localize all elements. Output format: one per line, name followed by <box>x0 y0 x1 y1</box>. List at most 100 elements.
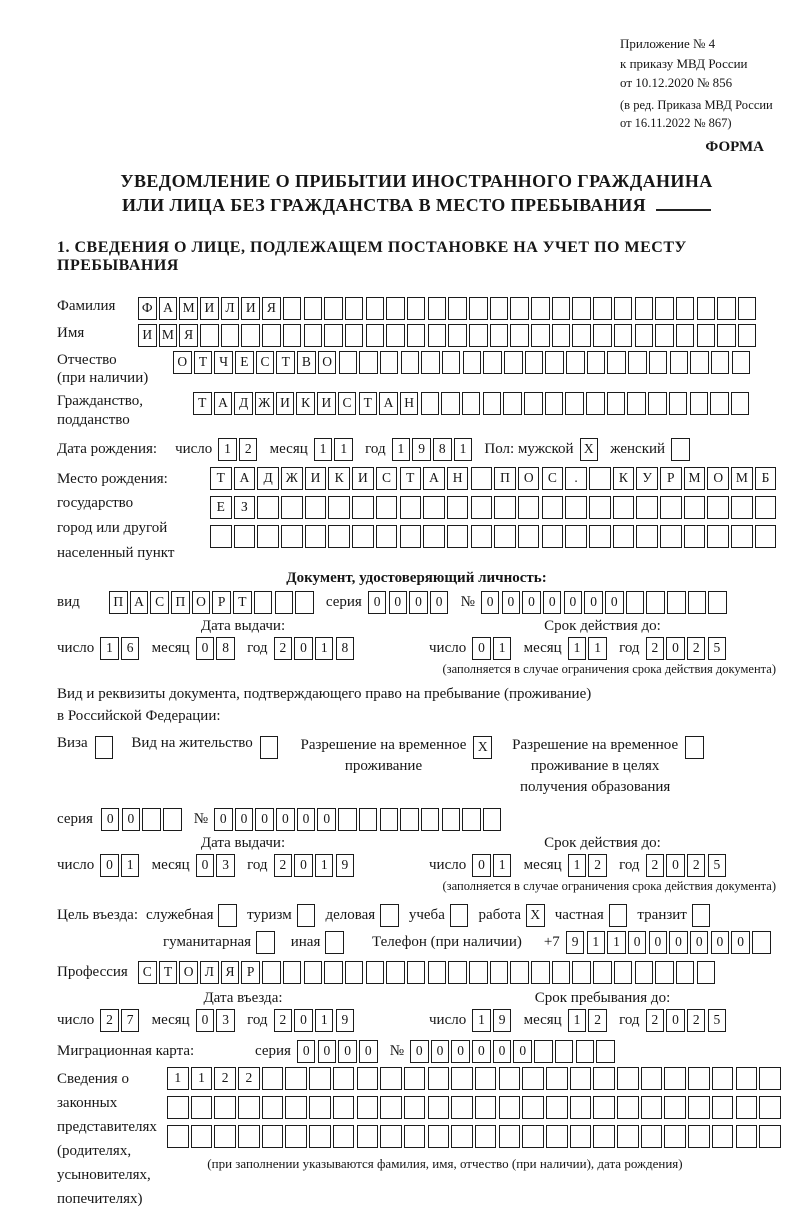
char-box[interactable] <box>451 1095 473 1119</box>
char-box[interactable]: Т <box>158 960 178 984</box>
char-box[interactable] <box>338 350 357 374</box>
char-box[interactable]: Т <box>233 590 252 614</box>
char-box[interactable]: X <box>579 437 599 461</box>
char-box[interactable] <box>569 1095 592 1119</box>
char-box[interactable]: 0 <box>451 1039 470 1063</box>
char-box[interactable] <box>668 392 688 416</box>
char-box[interactable] <box>634 323 653 347</box>
char-box[interactable]: 2 <box>686 853 706 877</box>
char-box[interactable] <box>285 1066 307 1090</box>
char-box[interactable] <box>569 1066 592 1090</box>
char-box[interactable] <box>328 524 350 548</box>
char-box[interactable] <box>241 323 260 347</box>
char-box[interactable] <box>365 296 385 320</box>
char-box[interactable] <box>474 1066 497 1090</box>
char-box[interactable]: М <box>158 323 178 347</box>
char-box[interactable]: Ж <box>281 466 303 490</box>
char-box[interactable] <box>522 1066 544 1090</box>
char-box[interactable] <box>190 1095 213 1119</box>
char-box[interactable]: И <box>138 323 157 347</box>
char-box[interactable] <box>708 590 727 614</box>
char-box[interactable]: Е <box>235 350 254 374</box>
char-box[interactable] <box>664 1066 686 1090</box>
char-box[interactable]: К <box>612 466 635 490</box>
char-box[interactable] <box>423 524 445 548</box>
char-box[interactable] <box>531 296 550 320</box>
char-box[interactable]: 1 <box>607 930 626 954</box>
char-box[interactable] <box>304 524 327 548</box>
char-box[interactable] <box>541 524 564 548</box>
char-box[interactable]: 1 <box>334 437 353 461</box>
char-box[interactable] <box>613 323 633 347</box>
char-box[interactable] <box>664 1124 686 1148</box>
char-box[interactable]: 0 <box>648 930 668 954</box>
char-box[interactable] <box>281 495 303 519</box>
char-box[interactable]: Т <box>193 350 213 374</box>
char-box[interactable] <box>589 466 611 490</box>
char-box[interactable]: О <box>191 590 211 614</box>
char-box[interactable]: О <box>179 960 198 984</box>
char-box[interactable] <box>427 296 447 320</box>
char-box[interactable]: 0 <box>409 590 428 614</box>
char-box[interactable] <box>544 392 564 416</box>
char-box[interactable] <box>707 495 729 519</box>
char-box[interactable] <box>448 960 467 984</box>
char-box[interactable]: О <box>517 466 540 490</box>
char-box[interactable] <box>648 392 667 416</box>
char-box[interactable]: У <box>636 466 658 490</box>
char-box[interactable]: К <box>328 466 350 490</box>
char-box[interactable]: 1 <box>588 636 607 660</box>
char-box[interactable] <box>737 296 757 320</box>
char-box[interactable] <box>596 1039 615 1063</box>
char-box[interactable] <box>281 524 303 548</box>
char-box[interactable]: 0 <box>472 853 491 877</box>
char-box[interactable]: О <box>707 466 729 490</box>
char-box[interactable] <box>593 323 612 347</box>
char-box[interactable] <box>259 735 279 759</box>
char-box[interactable]: 2 <box>588 853 607 877</box>
char-box[interactable] <box>711 1124 734 1148</box>
char-box[interactable]: 0 <box>689 930 709 954</box>
char-box[interactable] <box>238 1124 260 1148</box>
char-box[interactable] <box>730 392 750 416</box>
char-box[interactable] <box>731 350 751 374</box>
char-box[interactable] <box>586 392 605 416</box>
char-box[interactable]: 8 <box>433 437 452 461</box>
char-box[interactable] <box>470 466 493 490</box>
char-box[interactable] <box>717 323 736 347</box>
char-box[interactable] <box>593 1066 615 1090</box>
char-box[interactable]: 0 <box>472 1039 491 1063</box>
char-box[interactable] <box>375 524 398 548</box>
char-box[interactable]: Т <box>399 466 421 490</box>
char-box[interactable]: 0 <box>627 930 647 954</box>
char-box[interactable] <box>759 1095 781 1119</box>
char-box[interactable] <box>448 296 467 320</box>
char-box[interactable] <box>462 807 481 831</box>
sex-male-checkbox[interactable]: X <box>579 437 601 461</box>
char-box[interactable] <box>546 1066 568 1090</box>
char-box[interactable]: 9 <box>492 1008 512 1032</box>
char-box[interactable] <box>406 323 426 347</box>
char-box[interactable]: 2 <box>273 853 293 877</box>
char-box[interactable]: И <box>275 392 295 416</box>
char-box[interactable]: 0 <box>317 807 336 831</box>
char-box[interactable] <box>711 1066 734 1090</box>
char-box[interactable] <box>696 323 716 347</box>
char-box[interactable]: 1 <box>120 853 140 877</box>
char-box[interactable] <box>420 807 440 831</box>
char-box[interactable] <box>399 495 421 519</box>
char-box[interactable] <box>640 1066 663 1090</box>
char-box[interactable] <box>282 323 302 347</box>
char-box[interactable] <box>669 350 688 374</box>
purpose-tourism-checkbox[interactable] <box>296 903 318 927</box>
char-box[interactable] <box>214 1095 236 1119</box>
char-box[interactable] <box>400 807 419 831</box>
char-box[interactable] <box>274 590 293 614</box>
char-box[interactable]: С <box>255 350 275 374</box>
char-box[interactable] <box>449 903 469 927</box>
char-box[interactable] <box>593 1095 615 1119</box>
char-box[interactable] <box>572 296 591 320</box>
char-box[interactable] <box>358 807 378 831</box>
char-box[interactable] <box>510 960 529 984</box>
purpose-commercial-checkbox[interactable] <box>380 903 401 927</box>
